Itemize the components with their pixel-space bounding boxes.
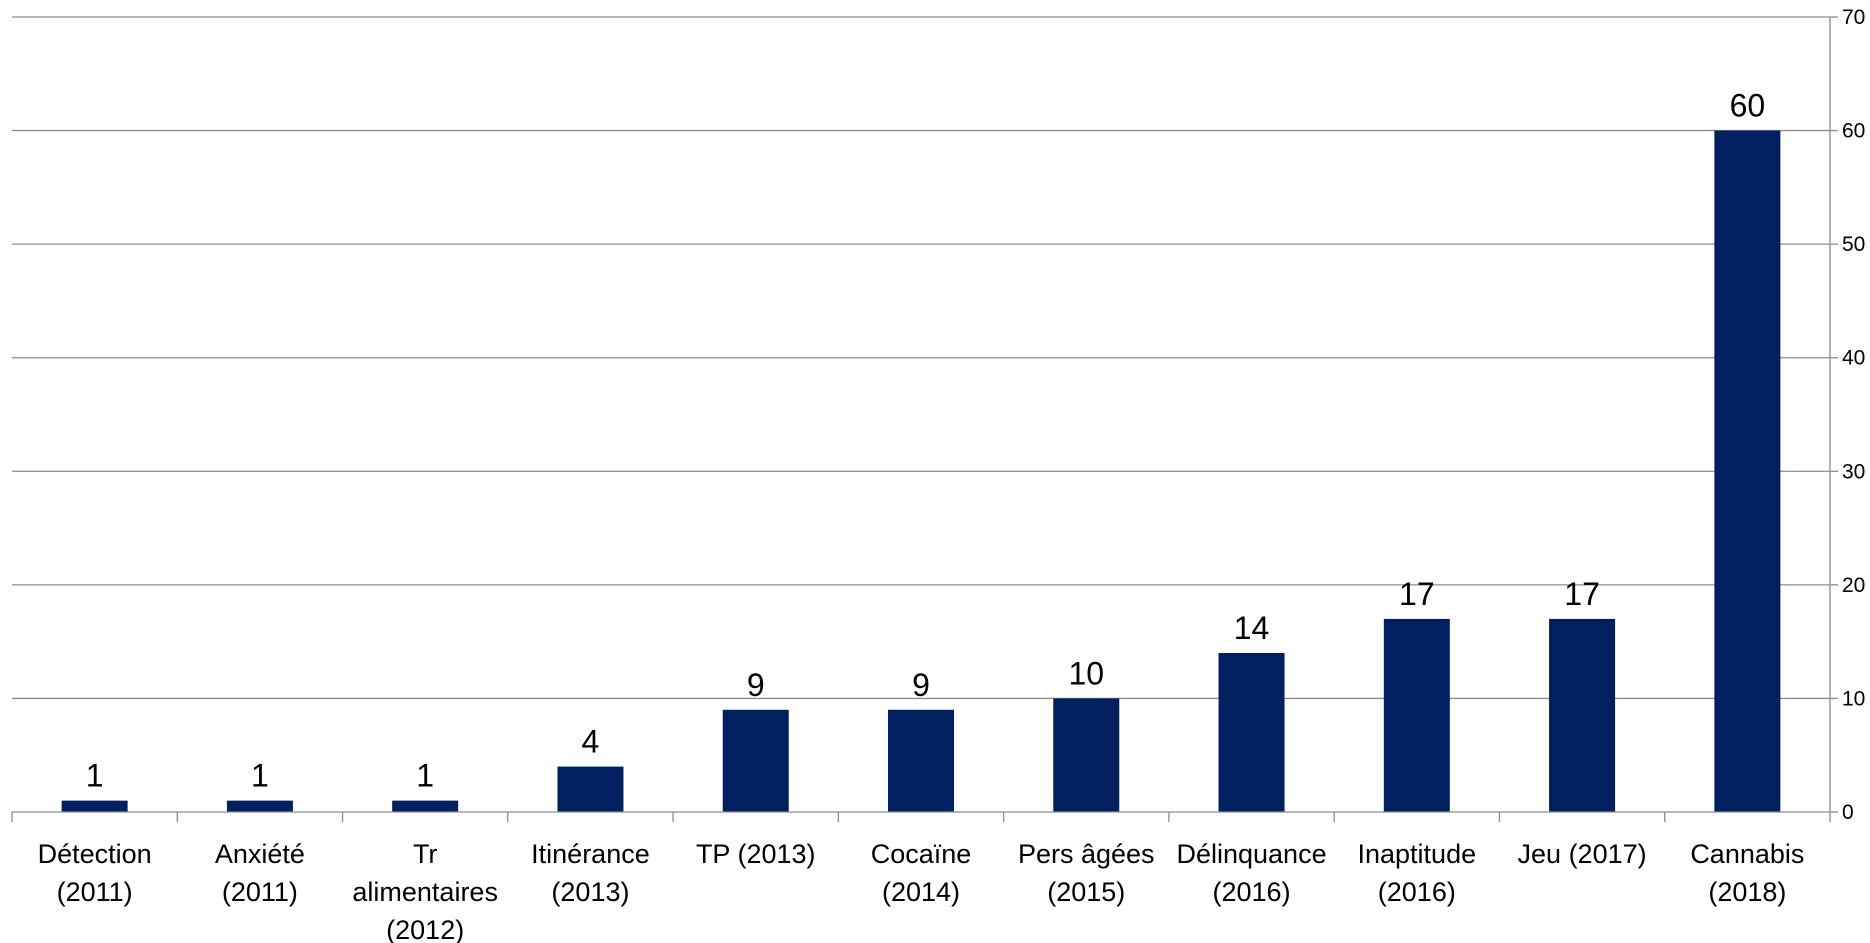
bar-2 xyxy=(226,800,293,812)
x-tick-label-line: alimentaires xyxy=(352,877,498,907)
x-tick-label-10: Jeu (2017) xyxy=(1518,839,1647,869)
data-label-9: 17 xyxy=(1399,576,1435,612)
x-tick-label-6: Cocaïne (2014) xyxy=(871,839,972,907)
x-tick-label-line: Inaptitude xyxy=(1358,839,1477,869)
bar-4 xyxy=(557,766,624,812)
y-tick-label-70: 70 xyxy=(1842,6,1865,29)
data-label-6: 9 xyxy=(912,667,930,703)
bar-9 xyxy=(1383,618,1450,812)
bars xyxy=(61,130,1781,813)
data-label-8: 14 xyxy=(1234,610,1270,646)
data-label-2: 1 xyxy=(251,758,269,794)
x-tick-label-line: (2014) xyxy=(882,877,960,907)
data-label-3: 1 xyxy=(416,758,434,794)
data-label-7: 10 xyxy=(1068,655,1104,691)
x-tick-label-line: Pers âgées xyxy=(1018,839,1155,869)
bar-1 xyxy=(61,800,128,812)
bar-10 xyxy=(1549,618,1616,812)
y-tick-label-0: 0 xyxy=(1842,801,1854,824)
x-tick-label-9: Inaptitude (2016) xyxy=(1358,839,1477,907)
x-tick-label-7: Pers âgées (2015) xyxy=(1018,839,1155,907)
bar-11 xyxy=(1714,130,1781,813)
data-label-10: 17 xyxy=(1564,576,1600,612)
x-tick-label-line: (2015) xyxy=(1047,877,1125,907)
x-tick-label-line: Délinquance xyxy=(1176,839,1326,869)
x-tick-label-line: (2011) xyxy=(222,877,298,907)
x-tick-label-line: Jeu (2017) xyxy=(1518,839,1647,869)
y-tick-label-40: 40 xyxy=(1842,347,1865,370)
x-tick-label-line: Anxiété xyxy=(215,839,305,869)
x-tick-label-11: Cannabis (2018) xyxy=(1690,839,1804,907)
x-tick-label-line: TP (2013) xyxy=(696,839,816,869)
bar-7 xyxy=(1053,698,1120,812)
data-label-11: 60 xyxy=(1730,88,1766,124)
data-label-5: 9 xyxy=(747,667,765,703)
y-tick-label-60: 60 xyxy=(1842,120,1865,143)
data-label-4: 4 xyxy=(582,724,600,760)
bar-6 xyxy=(888,709,954,812)
x-tick-label-5: TP (2013) xyxy=(696,839,816,869)
x-tick-label-line: (2018) xyxy=(1708,877,1786,907)
bar-8 xyxy=(1218,653,1285,812)
y-tick-label-50: 50 xyxy=(1842,233,1865,256)
x-tick-label-line: (2012) xyxy=(386,915,464,943)
x-tick-label-line: Itinérance xyxy=(531,839,650,869)
x-tick-label-line: (2016) xyxy=(1378,877,1456,907)
y-axis-tick-labels: 0 10 20 30 40 50 60 70 xyxy=(1842,6,1865,824)
x-tick-label-line: Cannabis xyxy=(1690,839,1804,869)
bar-5 xyxy=(722,709,789,812)
gridlines xyxy=(12,16,1830,700)
x-tick-label-2: Anxiété (2011) xyxy=(215,839,305,907)
x-tick-label-4: Itinérance (2013) xyxy=(531,839,650,907)
x-tick-label-line: (2011) xyxy=(57,877,133,907)
y-tick-label-10: 10 xyxy=(1842,687,1865,710)
x-tick-label-line: (2013) xyxy=(551,877,629,907)
x-tick-label-line: Détection xyxy=(38,839,152,869)
x-tick-label-line: Cocaïne xyxy=(871,839,972,869)
x-tick-label-1: Détection (2011) xyxy=(38,839,152,907)
y-tick-label-30: 30 xyxy=(1842,460,1865,483)
axes xyxy=(11,16,1838,822)
x-tick-label-3: Tr alimentaires (2012) xyxy=(352,839,498,943)
bar-3 xyxy=(392,800,459,812)
y-tick-label-20: 20 xyxy=(1842,574,1865,597)
x-tick-label-line: (2016) xyxy=(1213,877,1291,907)
x-tick-label-8: Délinquance (2016) xyxy=(1176,839,1326,907)
x-tick-label-line: Tr xyxy=(413,839,437,869)
x-axis-tick-labels: Détection (2011) Anxiété (2011) Tr alimentair… xyxy=(38,839,1805,943)
data-label-1: 1 xyxy=(86,758,104,794)
